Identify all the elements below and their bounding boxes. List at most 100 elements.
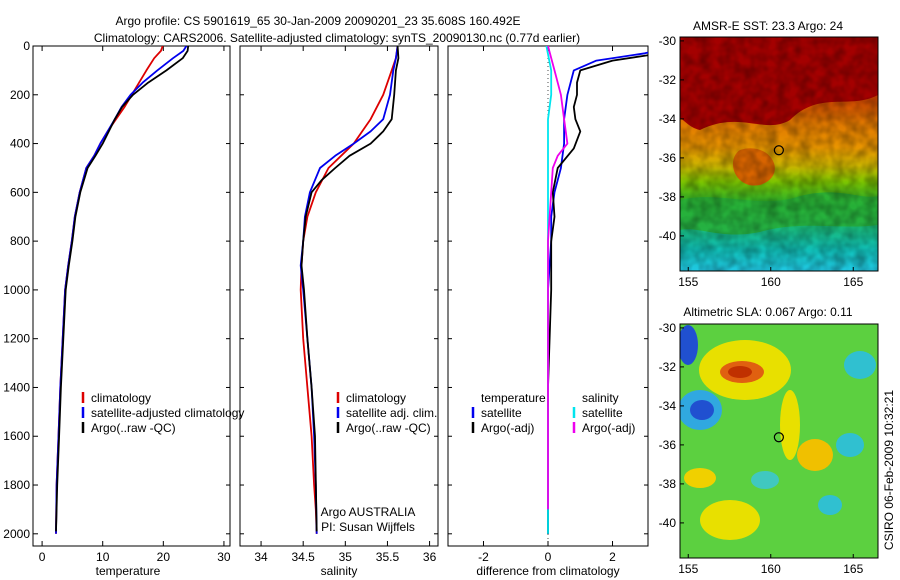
temperature-axes-frame	[32, 45, 231, 547]
temperature-axis-ticks: 0 10 20 30	[39, 45, 231, 564]
depth-tick-label: 1000	[3, 283, 30, 297]
salinity-legend: climatology satellite adj. clim. Argo(..…	[336, 391, 437, 435]
profile-line-climatology	[299, 46, 399, 534]
lat-tick-label: -34	[659, 112, 677, 126]
pi-label: PI: Susan Wijffels	[321, 520, 415, 534]
float-position-marker	[773, 432, 784, 443]
profile-line-argo-adj-	[547, 54, 648, 534]
x-tick-label: 35	[339, 550, 353, 564]
sla-blob	[780, 390, 800, 460]
lon-tick-label: 155	[678, 275, 698, 289]
legend-label-climatology: climatology	[91, 391, 151, 405]
sla-map-frame	[679, 323, 879, 559]
sla-blob	[818, 495, 842, 515]
legend-label-argo: Argo(..raw -QC)	[91, 421, 176, 435]
sst-map-panel: AMSR-E SST: 23.3 Argo: 24 155 160 165 -30 -3…	[659, 19, 879, 289]
sla-blob	[844, 351, 876, 379]
lon-tick-label: 155	[678, 562, 698, 576]
depth-tick-label: 1800	[3, 478, 30, 492]
sst-map-ticks: 155 160 165 -30 -32 -34 -36 -38 -40	[659, 34, 864, 289]
x-tick-label: 30	[217, 550, 231, 564]
sla-blob	[728, 366, 752, 378]
depth-tick-label: 1600	[3, 429, 30, 443]
profile-line-argo-raw-qc-	[55, 46, 190, 532]
sla-blob	[797, 439, 833, 471]
difference-axis-ticks: -2 0 2	[448, 45, 648, 564]
profile-line-argo-raw-qc-	[300, 46, 400, 532]
sla-field	[680, 324, 878, 558]
lat-tick-label: -32	[659, 73, 677, 87]
sla-blob	[700, 500, 760, 540]
legend-label-sal-satellite: satellite	[582, 406, 623, 420]
sla-map-panel: Altimetric SLA: 0.067 Argo: 0.11 155 160 1…	[659, 305, 879, 576]
x-tick-label: 0	[545, 550, 552, 564]
credit-label: CSIRO 06-Feb-2009 10:32:21	[882, 390, 896, 550]
lat-tick-label: -34	[659, 399, 677, 413]
lon-tick-label: 160	[761, 562, 781, 576]
lon-tick-label: 165	[843, 562, 863, 576]
legend-label-temp-satellite: satellite	[481, 406, 522, 420]
lat-tick-label: -30	[659, 321, 677, 335]
sst-map-title: AMSR-E SST: 23.3 Argo: 24	[693, 19, 843, 33]
salinity-profiles	[299, 46, 400, 534]
profile-line-argo-adj-	[547, 46, 569, 510]
sla-map-title: Altimetric SLA: 0.067 Argo: 0.11	[683, 305, 853, 319]
difference-xlabel: difference from climatology	[476, 564, 619, 578]
legend-label-satellite-adj: satellite adj. clim.	[346, 406, 437, 420]
depth-tick-label: 400	[10, 137, 30, 151]
depth-tick-label: 800	[10, 234, 30, 248]
x-tick-label: 2	[609, 550, 616, 564]
depth-tick-label: 600	[10, 185, 30, 199]
legend-label-climatology: climatology	[346, 391, 406, 405]
legend-heading-temperature: temperature	[481, 391, 546, 405]
sla-blob	[684, 468, 716, 488]
lat-tick-label: -32	[659, 360, 677, 374]
x-tick-label: 0	[39, 550, 46, 564]
float-position-marker	[773, 145, 784, 156]
figure-title-line1: Argo profile: CS 5901619_65 30-Jan-2009 …	[116, 14, 521, 28]
legend-heading-salinity: salinity	[582, 391, 619, 405]
temperature-legend: climatology satellite-adjusted climatolo…	[81, 391, 244, 435]
lat-tick-label: -36	[659, 151, 677, 165]
difference-legend: temperature satellite Argo(-adj) salinit…	[471, 391, 635, 435]
x-tick-label: -2	[478, 550, 489, 564]
sla-blob	[680, 325, 698, 365]
sla-map-ticks: 155 160 165 -30 -32 -34 -36 -38 -40	[659, 321, 864, 576]
x-tick-label: 34.5	[292, 550, 316, 564]
depth-tick-label: 200	[10, 88, 30, 102]
temperature-profiles	[55, 46, 190, 534]
lat-tick-label: -40	[659, 229, 677, 243]
sla-blob	[836, 433, 864, 457]
legend-label-temp-argo: Argo(-adj)	[481, 421, 534, 435]
legend-label-satellite-adjusted: satellite-adjusted climatology	[91, 406, 244, 420]
x-tick-label: 34	[254, 550, 268, 564]
x-tick-label: 20	[157, 550, 171, 564]
temperature-xlabel: temperature	[96, 564, 161, 578]
depth-tick-label: 0	[23, 39, 30, 53]
figure-title-line2: Climatology: CARS2006. Satellite-adjuste…	[94, 31, 580, 45]
x-tick-label: 35.5	[376, 550, 400, 564]
profile-line-satellite-adjusted-climatology	[55, 46, 188, 534]
lat-tick-label: -36	[659, 438, 677, 452]
x-tick-label: 10	[96, 550, 110, 564]
lat-tick-label: -40	[659, 516, 677, 530]
salinity-xlabel: salinity	[321, 564, 358, 578]
lon-tick-label: 165	[843, 275, 863, 289]
salinity-axis-ticks: 34 34.5 35 35.5 36	[240, 45, 438, 564]
sla-blob	[751, 471, 779, 489]
profile-line-climatology	[55, 46, 164, 534]
lat-tick-label: -38	[659, 190, 677, 204]
sst-field	[680, 37, 878, 271]
difference-profiles	[545, 46, 648, 546]
sst-texture	[680, 37, 878, 271]
salinity-panel: 34 34.5 35 35.5 36 salinity climatology sate…	[239, 45, 439, 578]
sst-map-frame	[679, 36, 879, 272]
data-centre-label: Argo AUSTRALIA	[321, 505, 416, 519]
depth-tick-label: 1200	[3, 332, 30, 346]
x-tick-label: 36	[423, 550, 437, 564]
lat-tick-label: -38	[659, 477, 677, 491]
legend-label-argo: Argo(..raw -QC)	[346, 421, 431, 435]
lon-tick-label: 160	[761, 275, 781, 289]
depth-axis-ticks: 0 200 400 600 800 1000 1200 1400 1600 1800 2000	[3, 39, 38, 541]
